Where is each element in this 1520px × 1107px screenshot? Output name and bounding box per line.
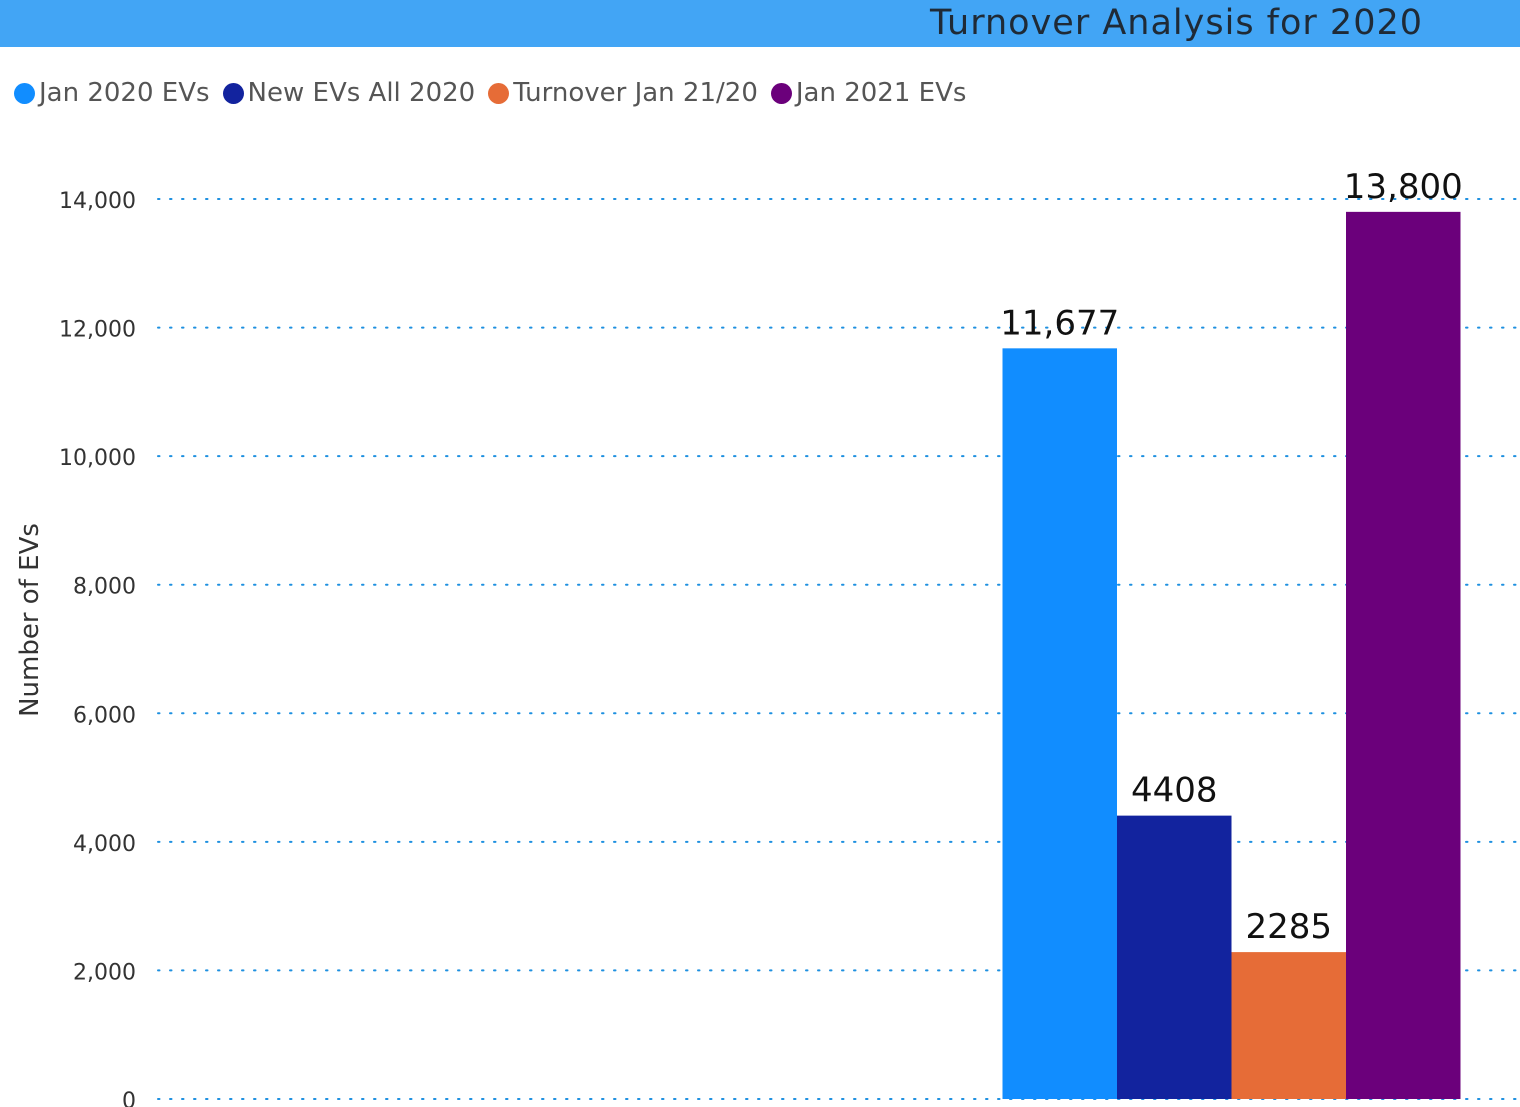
bar bbox=[1117, 815, 1232, 1099]
legend-dot-turnover-jan-21-20 bbox=[488, 82, 510, 104]
bar bbox=[1346, 211, 1461, 1099]
bar bbox=[1002, 348, 1117, 1100]
bar bbox=[1231, 952, 1346, 1099]
legend-label-jan-2020-evs: Jan 2020 EVs bbox=[39, 78, 210, 108]
y-tick-label: 4,000 bbox=[73, 832, 136, 857]
legend-label-new-evs-all-2020: New EVs All 2020 bbox=[247, 78, 476, 108]
data-label: 4408 bbox=[1131, 771, 1218, 811]
legend-label-jan-2021-evs: Jan 2021 EVs bbox=[795, 78, 967, 108]
y-tick-label: 0 bbox=[122, 1089, 136, 1107]
title-bar: Turnover Analysis for 2020 bbox=[0, 0, 1520, 47]
legend-dot-jan-2021-evs bbox=[770, 82, 792, 104]
data-label: 2285 bbox=[1245, 907, 1332, 947]
y-tick-label: 10,000 bbox=[59, 446, 136, 471]
data-label: 11,677 bbox=[1000, 303, 1119, 343]
legend-label-turnover-jan-21-20: Turnover Jan 21/20 bbox=[513, 78, 758, 108]
y-tick-label: 2,000 bbox=[73, 960, 136, 985]
y-tick-label: 12,000 bbox=[59, 318, 136, 343]
data-label: 13,800 bbox=[1344, 167, 1463, 207]
legend-dot-new-evs-all-2020 bbox=[222, 82, 244, 104]
legend-item-turnover-jan-21-20[interactable]: Turnover Jan 21/20 bbox=[488, 78, 758, 108]
legend-item-new-evs-all-2020[interactable]: New EVs All 2020 bbox=[222, 78, 476, 108]
legend-item-jan-2020-evs[interactable]: Jan 2020 EVs bbox=[14, 78, 210, 108]
y-tick-label: 14,000 bbox=[59, 189, 136, 214]
chart-title: Turnover Analysis for 2020 bbox=[929, 3, 1423, 43]
legend-dot-jan-2020-evs bbox=[14, 82, 35, 104]
y-tick-label: 8,000 bbox=[73, 575, 136, 600]
legend-item-jan-2021-evs[interactable]: Jan 2021 EVs bbox=[770, 78, 967, 108]
legend: Jan 2020 EVs New EVs All 2020 Turnover J… bbox=[14, 76, 979, 110]
y-tick-label: 6,000 bbox=[73, 703, 136, 728]
